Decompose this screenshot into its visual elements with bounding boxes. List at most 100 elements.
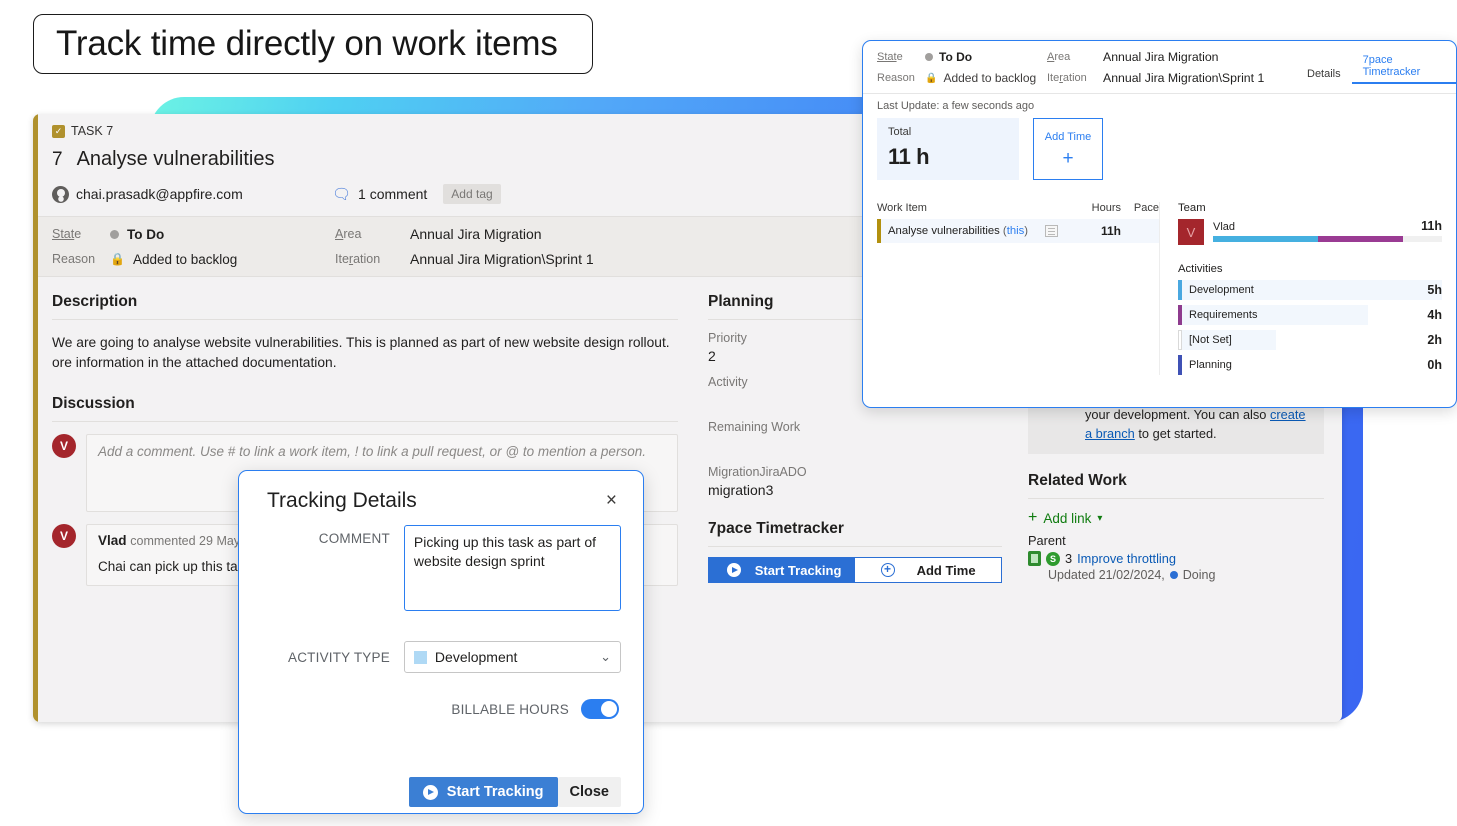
reason-value: Added to backlog (132, 251, 238, 267)
billable-hours-label: BILLABLE HOURS (451, 701, 569, 717)
note-icon (1045, 225, 1058, 237)
description-text[interactable]: We are going to analyse website vulnerab… (52, 335, 670, 370)
iteration-value[interactable]: Annual Jira Migration\Sprint 1 (410, 251, 594, 267)
add-time-card-label: Add Time (1044, 130, 1092, 143)
add-time-label: Add Time (916, 562, 976, 578)
parent-label: Parent (1028, 533, 1066, 549)
related-work-add-link[interactable]: + Add link ▾ (1028, 510, 1324, 526)
team-bar-segment-development (1213, 236, 1319, 242)
activity-value: 0h (1427, 358, 1442, 372)
add-tag-button[interactable]: Add tag (443, 184, 501, 204)
activity-color-tick (1178, 355, 1182, 375)
activity-row[interactable]: Planning 0h (1178, 355, 1442, 375)
activity-type-value: Development (434, 649, 518, 665)
modal-start-tracking-label: Start Tracking (446, 784, 544, 800)
activity-row[interactable]: Requirements 4h (1178, 305, 1442, 325)
state-label: State (52, 227, 82, 241)
timetracker-panel: State To Do Area Annual Jira Migration D… (862, 40, 1457, 408)
state-value-cell[interactable]: To Do (110, 227, 335, 242)
activity-color-tick (1178, 280, 1182, 300)
comment-count-label: 1 comment (358, 186, 428, 202)
avatar: V (52, 434, 76, 458)
tt-area-label: Area (1047, 51, 1071, 63)
total-label: Total (888, 126, 912, 138)
tab-details[interactable]: Details (1307, 68, 1341, 80)
activities-heading: Activities (1178, 263, 1223, 275)
parent-updated: Updated 21/02/2024, Doing (1048, 568, 1324, 582)
iteration-label: Iteration (335, 252, 381, 266)
add-time-card-button[interactable]: Add Time + (1033, 118, 1103, 180)
parent-updated-text: Updated 21/02/2024, (1048, 568, 1165, 583)
activity-bar-fill (1178, 280, 1442, 300)
comment-textarea[interactable]: Picking up this task as part of website … (403, 525, 621, 611)
activity-color-tick (1178, 305, 1182, 325)
migration-field[interactable]: MigrationJiraADO migration3 (708, 465, 1002, 498)
remaining-work-value (708, 437, 1002, 454)
team-hours-bar (1213, 236, 1442, 242)
parent-link-row[interactable]: S 3 Improve throttling (1028, 551, 1324, 567)
related-work-heading: Related Work (1028, 472, 1127, 490)
work-item-type-accent-bar (33, 114, 38, 722)
modal-start-tracking-button[interactable]: Start Tracking (408, 777, 558, 807)
activity-label: Activity (708, 375, 748, 389)
remaining-work-field[interactable]: Remaining Work (708, 420, 1002, 454)
close-icon[interactable]: × (605, 490, 617, 511)
avatar: V (52, 524, 76, 548)
area-label: Area (335, 227, 362, 241)
total-card: Total 11 h (877, 118, 1019, 180)
divider (52, 319, 678, 320)
start-tracking-button[interactable]: Start Tracking (708, 557, 855, 583)
tt-iteration-value[interactable]: Annual Jira Migration\Sprint 1 (1103, 71, 1265, 85)
tt-area-value[interactable]: Annual Jira Migration (1103, 50, 1219, 64)
modal-title: Tracking Details (267, 489, 417, 512)
plus-circle-icon: + (880, 563, 895, 577)
tab-7pace-timetracker[interactable]: 7pace Timetracker (1351, 50, 1456, 84)
comment-icon: 🗨 (332, 185, 352, 203)
table-row[interactable]: Analyse vulnerabilities (this) 11h (877, 219, 1159, 243)
area-value[interactable]: Annual Jira Migration (410, 226, 542, 242)
comment-count[interactable]: 🗨 1 comment (332, 186, 427, 202)
activity-value: 5h (1427, 283, 1442, 297)
activity-color-swatch (413, 650, 427, 664)
team-heading: Team (1178, 202, 1206, 214)
row-work-item-name: Analyse vulnerabilities (888, 225, 1000, 237)
chevron-down-icon: ⌄ (600, 649, 611, 664)
priority-label: Priority (708, 331, 747, 345)
team-member-row[interactable]: V Vlad 11h (1178, 219, 1442, 245)
divider (708, 546, 1002, 547)
activity-type-select[interactable]: Development ⌄ (403, 641, 621, 673)
planning-column: Planning Priority 2 Activity Remaining W… (698, 277, 1018, 722)
reason-label: Reason (52, 252, 96, 266)
row-this-link[interactable]: this (1006, 225, 1025, 237)
timetracker-section-heading: 7pace Timetracker (708, 520, 844, 537)
work-item-type-tag: ✓ TASK 7 (52, 124, 1342, 138)
parent-title[interactable]: Improve throttling (1077, 551, 1176, 567)
modal-close-button[interactable]: Close (557, 777, 621, 807)
activity-name: Development (1189, 284, 1254, 296)
remaining-work-label: Remaining Work (708, 420, 801, 434)
assignee-email: chai.prasadk@appfire.com (76, 186, 243, 202)
create-branch-link[interactable]: create a branch (1085, 407, 1306, 441)
timetracker-summary-cards: Total 11 h Add Time + (863, 118, 1456, 180)
team-activities-column: Team V Vlad 11h Activities Development 5h… (1159, 202, 1456, 375)
activity-row[interactable]: [Not Set] 2h (1178, 330, 1442, 350)
tt-state-label: State (877, 51, 903, 63)
total-value: 11 h (888, 144, 930, 169)
assignee[interactable]: chai.prasadk@appfire.com (52, 185, 332, 203)
billable-hours-toggle[interactable] (581, 699, 619, 719)
task-check-icon: ✓ (52, 124, 65, 138)
state-dot-icon (110, 229, 119, 239)
work-item-title-row: 7 Analyse vulnerabilities (52, 148, 1342, 171)
activity-field[interactable]: Activity (708, 375, 1002, 409)
activity-name: Planning (1189, 359, 1232, 371)
comment-author: Vlad (98, 533, 127, 548)
add-time-button[interactable]: + Add Time (854, 557, 1002, 583)
tt-state-value-cell[interactable]: To Do (925, 50, 1047, 64)
tt-iteration-label: Iteration (1047, 72, 1087, 84)
work-item-title[interactable]: Analyse vulnerabilities (76, 148, 275, 170)
activity-color-tick (1178, 330, 1182, 350)
activity-row[interactable]: Development 5h (1178, 280, 1442, 300)
activities-list: Development 5h Requirements 4h [Not Set] 2h Pl… (1178, 280, 1442, 375)
comment-timestamp: commented 29 May (e (130, 534, 255, 548)
priority-field[interactable]: Priority 2 (708, 331, 1002, 364)
